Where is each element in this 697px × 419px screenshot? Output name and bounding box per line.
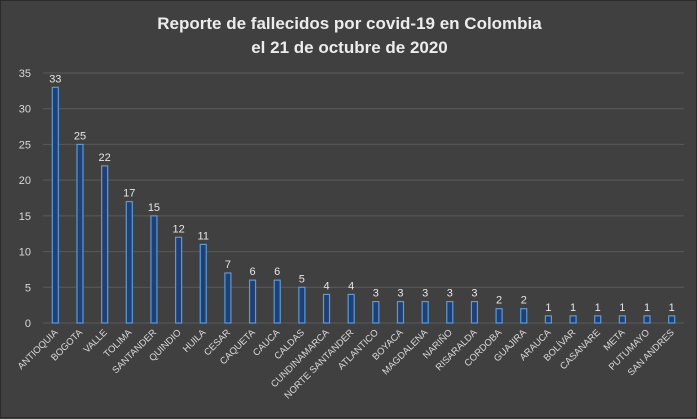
data-label: 2	[521, 295, 527, 307]
bar	[174, 236, 183, 324]
bar	[51, 86, 59, 324]
bar	[396, 300, 405, 324]
data-label: 1	[545, 302, 551, 314]
data-label: 11	[198, 230, 209, 242]
bar	[421, 300, 429, 324]
bar	[224, 272, 232, 324]
bar	[446, 300, 454, 324]
bar	[544, 315, 553, 324]
gridlines	[43, 72, 684, 324]
data-label: 1	[570, 302, 576, 314]
bar	[594, 315, 602, 324]
x-axis-categories: ANTIOQUIABOGOTAVALLETOLIMASANTANDERQUIND…	[16, 327, 677, 401]
y-tick-label: 5	[25, 282, 31, 294]
chart-title-line-2: el 21 de octubre de 2020	[251, 38, 448, 57]
bar	[520, 308, 528, 324]
data-label: 5	[299, 273, 305, 285]
bar	[470, 300, 479, 324]
data-label: 1	[644, 302, 650, 314]
bar	[372, 300, 380, 324]
y-tick-label: 25	[19, 139, 31, 151]
bar	[643, 315, 651, 324]
bar	[298, 286, 306, 324]
data-label: 3	[373, 288, 379, 300]
data-label: 17	[123, 188, 135, 200]
bar	[618, 315, 626, 324]
y-tick-label: 15	[19, 211, 31, 223]
data-label: 22	[99, 152, 111, 164]
data-label: 25	[74, 130, 86, 142]
data-label: 15	[148, 202, 160, 214]
data-label: 3	[422, 288, 428, 300]
y-tick-label: 35	[19, 68, 31, 80]
bar	[199, 243, 207, 324]
bar	[569, 315, 577, 324]
data-label: 1	[595, 302, 601, 314]
data-label: 1	[669, 302, 675, 314]
data-label: 4	[323, 280, 329, 292]
data-label: 6	[249, 266, 255, 278]
bar	[150, 215, 158, 324]
bar	[495, 308, 503, 324]
bar	[273, 279, 281, 324]
bar	[76, 143, 84, 324]
data-label: 4	[348, 280, 354, 292]
bar	[322, 293, 331, 324]
y-tick-label: 10	[19, 247, 31, 259]
data-label: 2	[496, 295, 502, 307]
data-label: 1	[619, 302, 625, 314]
data-label: 7	[225, 259, 231, 271]
y-tick-label: 30	[19, 104, 31, 116]
y-tick-label: 0	[25, 318, 31, 330]
bar	[248, 279, 257, 324]
y-tick-label: 20	[19, 175, 31, 187]
bar	[101, 165, 109, 324]
data-label: 3	[447, 288, 453, 300]
bars	[51, 86, 676, 324]
data-label: 3	[471, 288, 477, 300]
bar	[125, 200, 133, 324]
y-axis-ticks: 0 5 10 15 20 25 30 35	[19, 68, 31, 330]
data-label: 33	[49, 73, 61, 85]
data-label: 6	[274, 266, 280, 278]
chart-title-line-1: Reporte de fallecidos por covid-19 en Co…	[157, 14, 542, 33]
data-label: 3	[397, 288, 403, 300]
bar	[347, 293, 355, 324]
data-label: 12	[172, 223, 184, 235]
bar	[668, 315, 676, 324]
